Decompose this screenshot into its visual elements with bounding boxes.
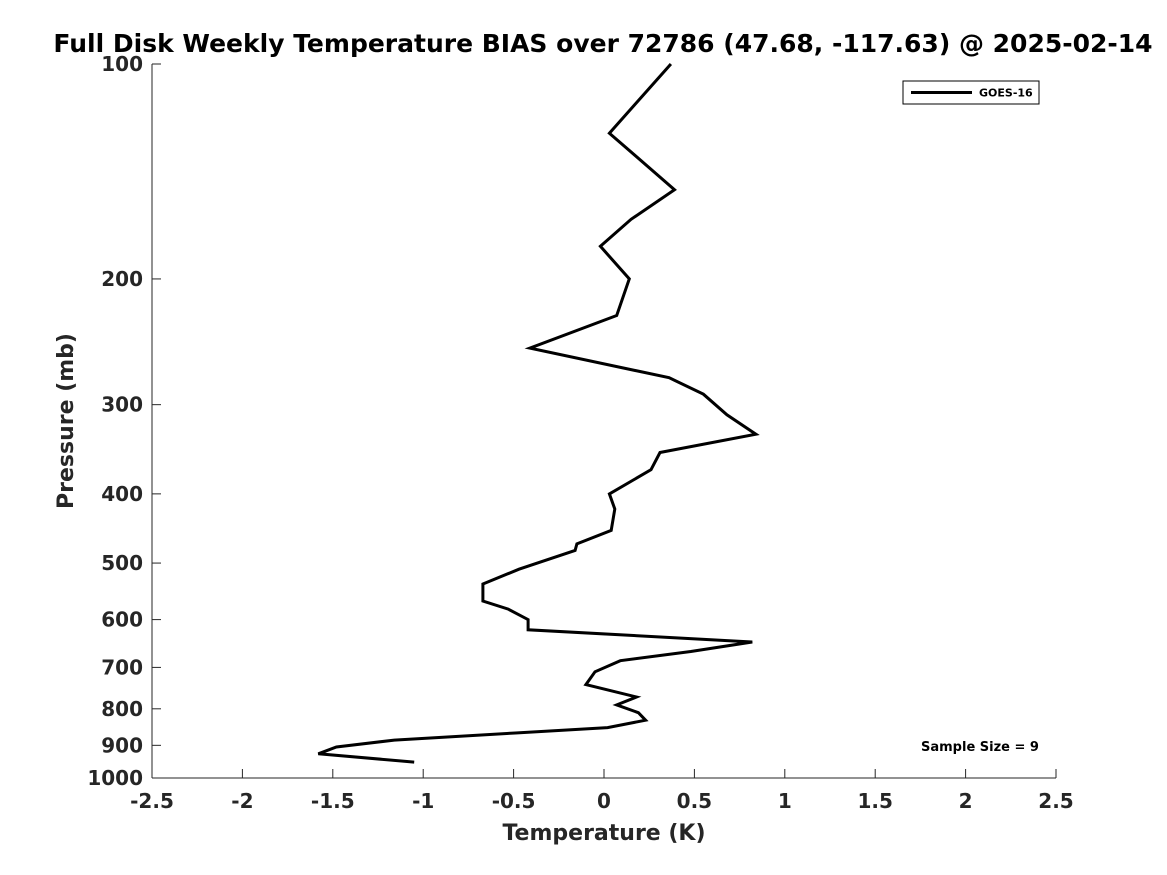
x-tick-label: 2 [959,789,973,813]
x-tick-label: -2.5 [130,789,174,813]
y-axis-label: Pressure (mb) [54,333,79,509]
y-tick-label: 1000 [87,766,143,790]
y-tick-label: 300 [101,393,143,417]
y-tick-label: 600 [101,608,143,632]
y-tick-label: 800 [101,697,143,721]
y-tick-label: 200 [101,267,143,291]
series-line-goes-16 [317,63,760,764]
legend: GOES-16 [902,80,1040,105]
x-tick-label: 1 [778,789,792,813]
x-tick-label: -0.5 [492,789,536,813]
x-axis-label: Temperature (K) [502,821,705,846]
series-layer [317,63,760,764]
y-tick-label: 900 [101,733,143,757]
y-ticks: 100 200 300 400 500 600 700 800 900 1000 [87,52,161,790]
y-tick-label: 700 [101,655,143,679]
sample-size-annotation: Sample Size = 9 [921,740,1039,755]
x-tick-label: 1.5 [857,789,892,813]
y-tick-label: 400 [101,482,143,506]
legend-label-goes-16: GOES-16 [979,87,1033,100]
x-tick-label: -1 [412,789,434,813]
x-tick-label: -1.5 [311,789,355,813]
x-tick-label: -2 [231,789,253,813]
y-tick-label: 500 [101,551,143,575]
y-tick-label: 100 [101,52,143,76]
chart-title: Full Disk Weekly Temperature BIAS over 7… [53,29,1152,58]
x-tick-label: 2.5 [1038,789,1073,813]
x-ticks: -2.5 -2 -1.5 -1 -0.5 0 0.5 1 1.5 2 2.5 [130,769,1074,813]
x-tick-label: 0 [597,789,611,813]
x-tick-label: 0.5 [677,789,712,813]
